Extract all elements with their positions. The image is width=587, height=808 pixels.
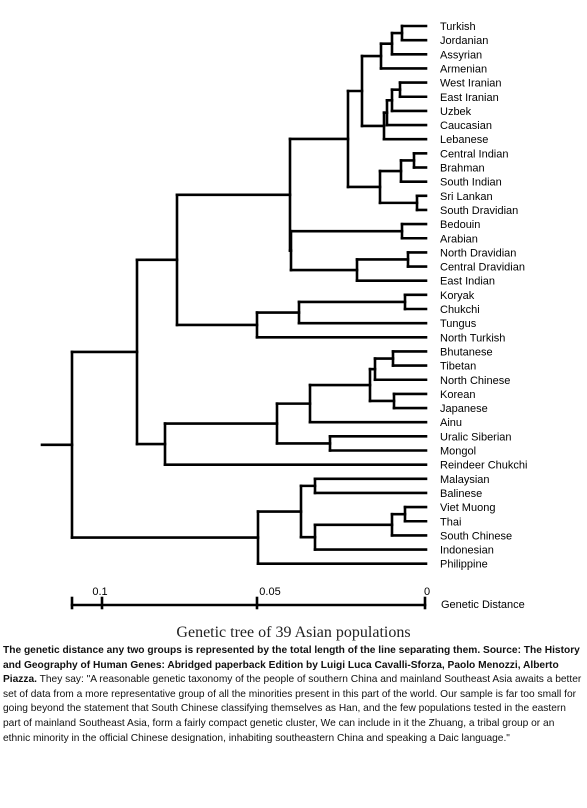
caption-quote: They say: "A reasonable genetic taxonomy… [3,674,582,744]
population-label: Reindeer Chukchi [440,460,527,472]
population-label: Tibetan [440,361,476,373]
figure-caption: The genetic distance any two groups is r… [3,644,583,746]
population-label: Bhutanese [440,346,493,358]
population-label: Lebanese [440,134,488,146]
population-label: Assyrian [440,49,482,61]
population-label: Brahman [440,163,485,175]
population-labels: Turkish Jordanian Assyrian Armenian West Ira… [440,21,527,571]
population-label: West Iranian [440,78,502,90]
population-label: Chukchi [440,304,480,316]
population-label: Tungus [440,318,477,330]
tick-label-0: 0 [424,586,430,598]
population-label: Central Indian [440,148,509,160]
population-label: East Indian [440,276,495,288]
genetic-tree-diagram: Turkish Jordanian Assyrian Armenian West Ira… [40,21,527,611]
tick-label-0.05: 0.05 [259,586,280,598]
population-label: Uzbek [440,106,472,118]
population-label: Thai [440,516,461,528]
population-label: Mongol [440,446,476,458]
population-label: South Indian [440,177,502,189]
population-label: Korean [440,389,475,401]
population-label: Uralic Siberian [440,431,512,443]
population-label: Armenian [440,63,487,75]
population-label: Balinese [440,488,482,500]
population-label: Turkish [440,21,476,33]
tick-label-0.1: 0.1 [92,586,107,598]
population-label: South Chinese [440,530,512,542]
tree-branches [40,24,428,566]
population-label: Indonesian [440,545,494,557]
population-label: Central Dravidian [440,262,525,274]
population-label: Japanese [440,403,488,415]
population-label: North Turkish [440,332,505,344]
population-label: Caucasian [440,120,492,132]
genetic-distance-scale: 0.1 0.05 0 Genetic Distance [70,586,525,611]
population-label: Ainu [440,417,462,429]
population-label: Koryak [440,290,475,302]
population-label: Jordanian [440,35,488,47]
population-label: Sri Lankan [440,191,493,203]
axis-label: Genetic Distance [441,599,525,611]
figure-title: Genetic tree of 39 Asian populations [176,624,411,641]
caption-source: The genetic distance any two groups is r… [3,645,580,686]
population-label: South Dravidian [440,205,518,217]
population-label: Malaysian [440,474,490,486]
population-label: Arabian [440,233,478,245]
population-label: East Iranian [440,92,499,104]
population-label: Viet Muong [440,502,495,514]
population-label: Bedouin [440,219,480,231]
population-label: Philippine [440,559,488,571]
population-label: North Dravidian [440,247,516,259]
population-label: North Chinese [440,375,510,387]
